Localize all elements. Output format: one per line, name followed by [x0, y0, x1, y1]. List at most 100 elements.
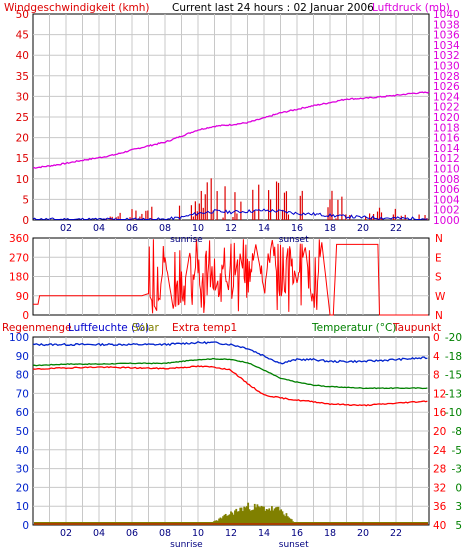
tick-wind-9: 45 [16, 30, 29, 42]
series-humidity [32, 340, 428, 365]
time-top-04: 04 [93, 223, 105, 234]
wind-title: Windgeschwindigkeit (kmh) [4, 2, 150, 14]
tick-pressure-6: 1012 [433, 153, 460, 165]
time-top-10: 10 [192, 223, 204, 234]
tick-wind-1: 5 [22, 194, 29, 206]
tick-pressure-18: 1036 [433, 30, 460, 42]
time-bot-16: 16 [291, 528, 303, 539]
time-bot-04: 04 [93, 528, 105, 539]
time-bot-06: 06 [126, 528, 138, 539]
tick-compass-3: E [435, 252, 442, 264]
time-bot-20: 20 [357, 528, 369, 539]
tick-wind-6: 30 [16, 91, 29, 103]
tick-wind-10: 50 [16, 9, 29, 21]
tick-compass-2: S [435, 272, 442, 284]
time-top-22: 22 [390, 223, 402, 234]
tick-pressure-4: 1008 [433, 174, 460, 186]
tick-temp-inner-9: 4 [433, 351, 440, 363]
tick-pressure-15: 1030 [433, 61, 460, 73]
tick-pressure-8: 1016 [433, 133, 460, 145]
tick-hum-1: 10 [16, 501, 29, 513]
sunrise-label-bot: sunrise [170, 540, 203, 550]
time-bot-10: 10 [192, 528, 204, 539]
tick-compass-4: N [435, 233, 443, 245]
tick-pressure-14: 1028 [433, 71, 460, 83]
tick-temp-outer-7: -13 [445, 388, 462, 400]
time-top-08: 08 [159, 223, 171, 234]
time-top-18: 18 [324, 223, 336, 234]
tick-hum-8: 80 [16, 370, 29, 382]
tick-dir-1: 90 [16, 291, 29, 303]
sunset-label-bot: sunset [279, 540, 309, 550]
tick-pressure-1: 1002 [433, 205, 460, 217]
tick-temp-inner-7: 12 [433, 388, 446, 400]
tick-temp-inner-2: 32 [433, 482, 446, 494]
tick-pressure-2: 1004 [433, 194, 460, 206]
time-top-14: 14 [258, 223, 270, 234]
tick-wind-4: 20 [16, 133, 29, 145]
tick-hum-5: 50 [16, 426, 29, 438]
humidity-label: Luftfeuchte (%) [68, 322, 149, 334]
tick-temp-outer-8: -15 [445, 370, 462, 382]
tick-compass-1: W [435, 291, 446, 303]
time-bot-14: 14 [258, 528, 270, 539]
rain-label: Regenmenge [2, 322, 72, 334]
tick-hum-10: 100 [9, 332, 29, 344]
series-temperature [32, 365, 428, 407]
tick-pressure-19: 1038 [433, 19, 460, 31]
time-bot-12: 12 [225, 528, 237, 539]
tick-temp-inner-4: 24 [433, 445, 447, 457]
tick-pressure-3: 1006 [433, 184, 460, 196]
tick-dir-2: 180 [9, 272, 29, 284]
tick-hum-0: 0 [22, 520, 29, 532]
tick-dir-0: 0 [22, 310, 29, 322]
tick-temp-outer-0: 5 [455, 520, 462, 532]
solar-label: Solar [132, 322, 159, 334]
tick-temp-outer-2: 0 [455, 482, 462, 494]
sunrise-label-top: sunrise [170, 235, 203, 245]
series-wind-average [32, 208, 428, 221]
series-layer [32, 91, 430, 525]
tick-temp-outer-6: -10 [445, 407, 462, 419]
tick-temp-inner-5: 20 [433, 426, 446, 438]
time-top-16: 16 [291, 223, 303, 234]
axis-labels: 0510152025303540455010001002100410061008… [9, 9, 462, 550]
pressure-title: Luftdruck (mb) [372, 2, 450, 14]
extra-temp-label: Extra temp1 [172, 322, 237, 334]
tick-wind-0: 0 [22, 215, 29, 227]
series-wind-direction [33, 239, 429, 316]
tick-pressure-0: 1000 [433, 215, 460, 227]
tick-wind-8: 40 [16, 50, 29, 62]
time-top-20: 20 [357, 223, 369, 234]
tick-temp-inner-3: 28 [433, 464, 446, 476]
time-top-02: 02 [60, 223, 72, 234]
tick-wind-2: 10 [16, 174, 29, 186]
tick-pressure-17: 1034 [433, 40, 460, 52]
tick-pressure-7: 1014 [433, 143, 460, 155]
tick-temp-inner-10: 0 [433, 332, 440, 344]
sunset-label-top: sunset [279, 235, 309, 245]
tick-temp-inner-8: 8 [433, 370, 440, 382]
tick-wind-5: 25 [16, 112, 29, 124]
time-bot-02: 02 [60, 528, 72, 539]
tick-pressure-11: 1022 [433, 102, 460, 114]
temperature-label: Temperatur (°C) [311, 322, 396, 334]
chart-title: Current last 24 hours : 02 Januar 2006 [172, 2, 374, 14]
tick-hum-4: 40 [16, 445, 29, 457]
time-top-12: 12 [225, 223, 237, 234]
tick-temp-outer-9: -18 [445, 351, 462, 363]
tick-temp-outer-3: -3 [452, 464, 462, 476]
tick-temp-inner-0: 40 [433, 520, 446, 532]
series-dewpoint [32, 357, 428, 390]
tick-compass-0: N [435, 310, 443, 322]
tick-hum-2: 20 [16, 482, 29, 494]
tick-pressure-12: 1024 [433, 91, 460, 103]
dewpoint-label: Taupunkt [392, 322, 441, 334]
tick-temp-inner-6: 16 [433, 407, 447, 419]
tick-dir-3: 270 [9, 252, 29, 264]
time-bot-22: 22 [390, 528, 402, 539]
tick-temp-outer-5: -8 [452, 426, 462, 438]
tick-hum-3: 30 [16, 464, 29, 476]
